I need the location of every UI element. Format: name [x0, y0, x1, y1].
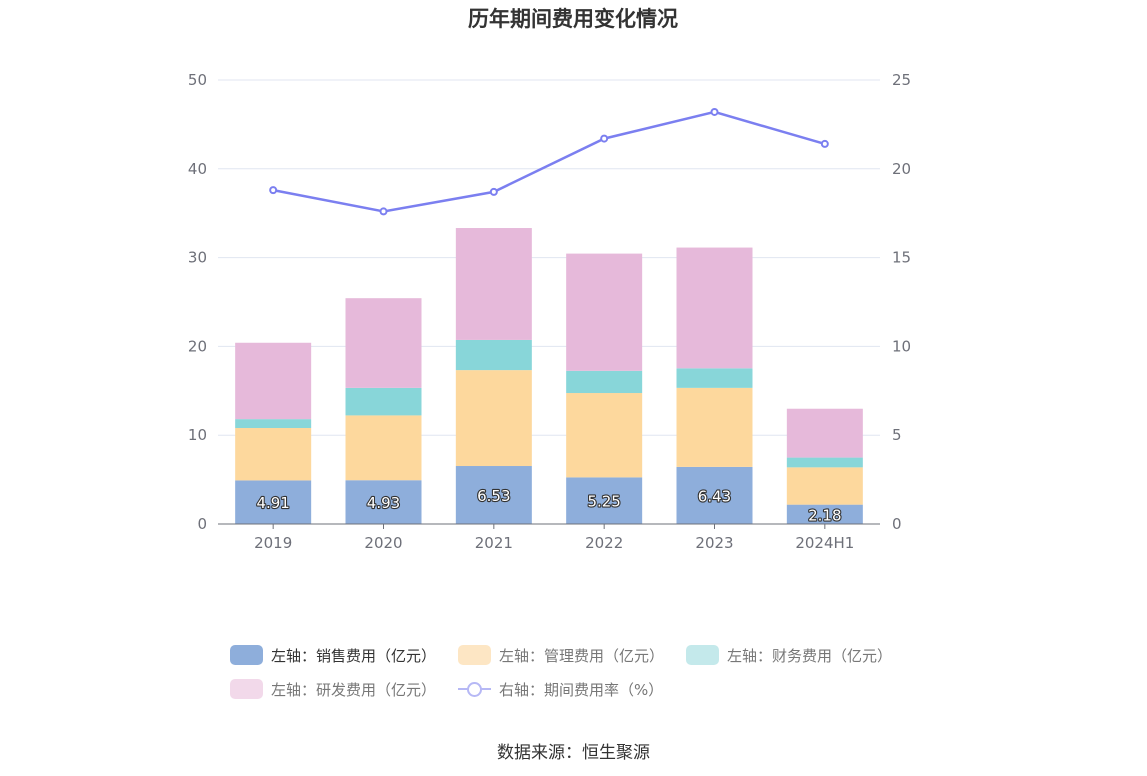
bar-segment-1 — [345, 415, 422, 481]
legend-row-2: 左轴：研发费用（亿元） 右轴：期间费用率（%） — [230, 672, 930, 706]
bar-segment-0 — [676, 466, 753, 524]
left-tick-label: 10 — [188, 426, 207, 444]
rate-line-path — [272, 110, 826, 213]
legend-item-rnd[interactable]: 左轴：研发费用（亿元） — [230, 679, 436, 700]
rate-line — [269, 107, 829, 216]
x-axis: 2019 2020 2021 2022 2023 2024H1 — [218, 523, 880, 552]
rate-point — [489, 187, 498, 196]
legend-label-rnd: 左轴：研发费用（亿元） — [271, 680, 437, 699]
bar-segment-0 — [455, 466, 532, 524]
rate-point — [379, 207, 388, 216]
bar-segment-3 — [345, 298, 422, 388]
bar-segment-0 — [345, 480, 422, 524]
bar-segment-3 — [235, 342, 312, 420]
left-tick-label: 30 — [188, 249, 207, 267]
bar-segment-3 — [455, 228, 532, 340]
legend-swatch-rate — [458, 679, 492, 699]
bar-value-label: 5.25 — [587, 493, 620, 511]
bar-segment-3 — [786, 408, 863, 458]
bar-segment-1 — [455, 370, 532, 467]
rate-point — [710, 107, 719, 116]
bar-segment-2 — [235, 419, 312, 429]
right-tick-label: 20 — [892, 160, 911, 178]
x-tick-label: 2019 — [254, 534, 292, 552]
legend-label-rate: 右轴：期间费用率（%） — [499, 680, 664, 699]
bar-segment-0 — [566, 477, 643, 524]
bar-segment-1 — [676, 387, 753, 467]
legend-label-finance: 左轴：财务费用（亿元） — [727, 646, 893, 665]
bar-segment-1 — [235, 428, 312, 481]
bar-segment-2 — [566, 370, 643, 394]
bar-segment-2 — [786, 457, 863, 468]
bar-segment-2 — [676, 368, 753, 388]
legend-row-1: 左轴：销售费用（亿元） 左轴：管理费用（亿元） 左轴：财务费用（亿元） — [230, 638, 930, 672]
x-tick-label: 2020 — [364, 534, 402, 552]
rate-point — [269, 186, 278, 195]
bar-segment-3 — [566, 253, 643, 371]
left-tick-label: 40 — [188, 160, 207, 178]
bar-segment-1 — [786, 467, 863, 505]
chart-title: 历年期间费用变化情况 — [468, 7, 678, 31]
legend-swatch-finance — [686, 645, 720, 665]
bar-value-label: 4.91 — [256, 494, 289, 512]
legend-label-sales: 左轴：销售费用（亿元） — [271, 646, 437, 665]
rate-point — [820, 139, 829, 148]
x-tick-label: 2021 — [475, 534, 513, 552]
bars — [235, 228, 863, 524]
right-axis-ticks: 0 5 10 15 20 25 — [892, 71, 911, 533]
right-tick-label: 15 — [892, 249, 911, 267]
x-tick-label: 2022 — [585, 534, 623, 552]
data-source: 数据来源：恒生聚源 — [497, 743, 650, 763]
bar-value-label: 6.53 — [477, 487, 510, 505]
bar-segment-2 — [455, 339, 532, 371]
left-tick-label: 20 — [188, 337, 207, 355]
legend-label-admin: 左轴：管理费用（亿元） — [499, 646, 665, 665]
left-axis-ticks: 0 10 20 30 40 50 — [188, 71, 207, 533]
left-tick-label: 0 — [197, 515, 207, 533]
bar-value-label: 6.43 — [698, 487, 731, 505]
legend-item-rate[interactable]: 右轴：期间费用率（%） — [458, 679, 663, 700]
bar-segment-3 — [676, 247, 753, 369]
bar-value-label: 2.18 — [808, 506, 841, 524]
rate-point — [600, 134, 609, 143]
legend-item-sales[interactable]: 左轴：销售费用（亿元） — [230, 645, 436, 666]
right-tick-label: 5 — [892, 426, 902, 444]
bar-segment-0 — [235, 480, 312, 524]
x-tick-label: 2023 — [695, 534, 733, 552]
bar-segment-1 — [566, 393, 643, 478]
x-tick-label: 2024H1 — [795, 534, 854, 552]
legend-swatch-admin — [458, 645, 492, 665]
right-tick-label: 25 — [892, 71, 911, 89]
right-tick-label: 10 — [892, 337, 911, 355]
right-tick-label: 0 — [892, 515, 902, 533]
bar-labels: 4.91 4.93 6.53 5.25 6.43 2.18 — [255, 486, 842, 526]
left-tick-label: 50 — [188, 71, 207, 89]
legend: 左轴：销售费用（亿元） 左轴：管理费用（亿元） 左轴：财务费用（亿元） 左轴：研… — [230, 638, 930, 706]
bar-segment-0 — [786, 504, 863, 524]
grid-lines — [218, 79, 880, 436]
legend-item-admin[interactable]: 左轴：管理费用（亿元） — [458, 645, 664, 666]
legend-swatch-rnd — [230, 679, 263, 699]
bar-segment-2 — [345, 387, 422, 416]
legend-item-finance[interactable]: 左轴：财务费用（亿元） — [686, 645, 892, 666]
legend-swatch-sales — [230, 645, 263, 665]
bar-value-label: 4.93 — [367, 494, 400, 512]
